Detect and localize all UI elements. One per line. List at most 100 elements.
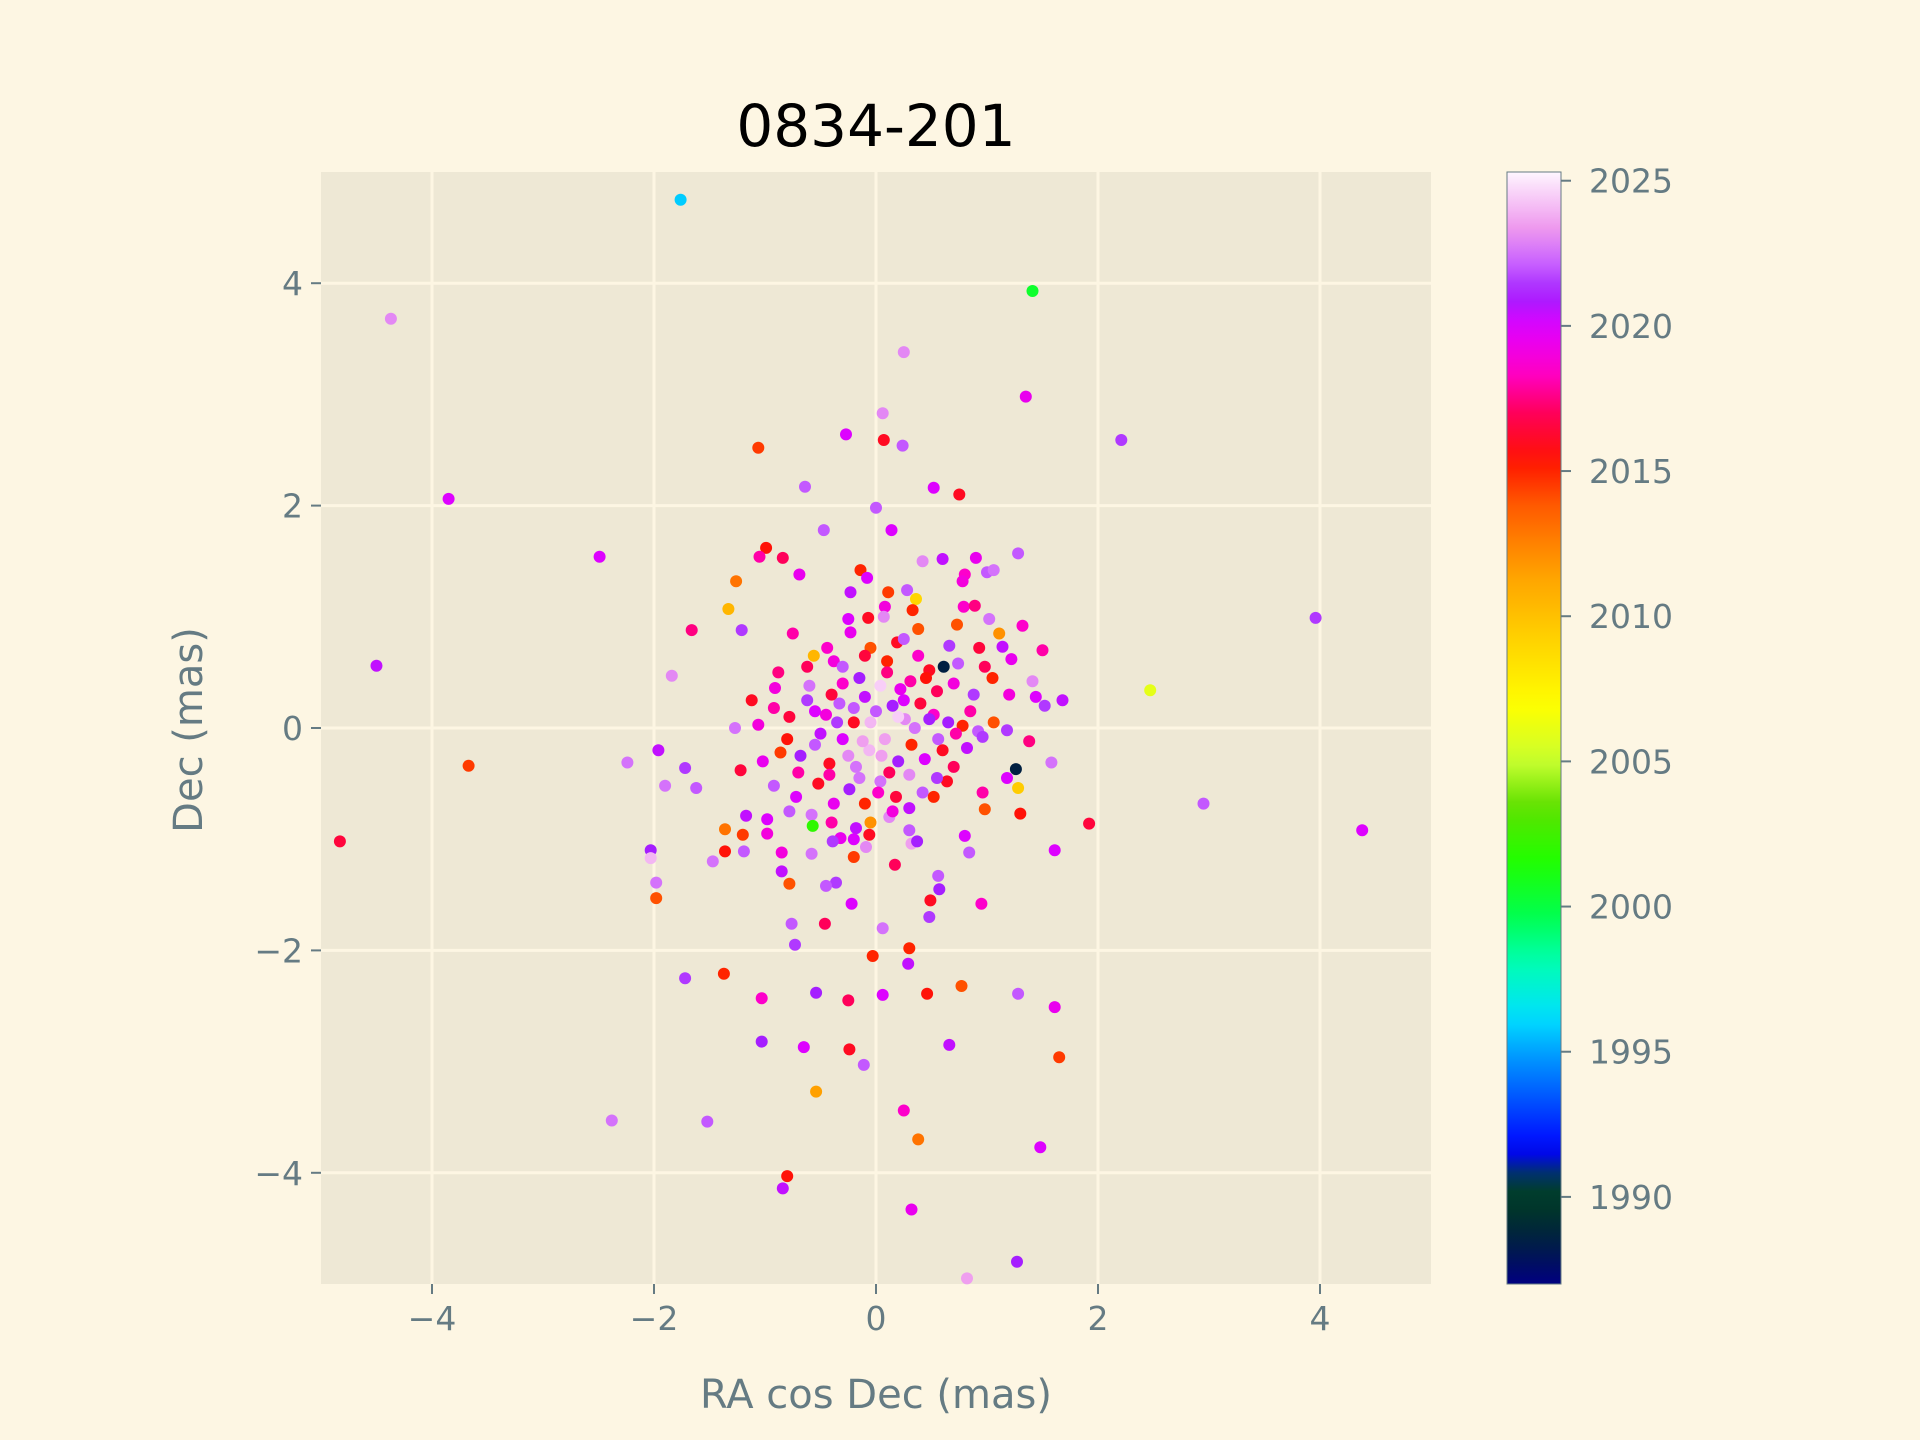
x-tick-label: 4 bbox=[1310, 1299, 1331, 1338]
data-point bbox=[874, 679, 887, 692]
data-point bbox=[1003, 688, 1016, 701]
data-point bbox=[850, 760, 862, 773]
data-point bbox=[843, 1043, 856, 1056]
data-point bbox=[927, 790, 940, 803]
data-point bbox=[847, 702, 860, 714]
data-point bbox=[897, 1104, 910, 1117]
data-point bbox=[785, 917, 798, 930]
data-point bbox=[952, 657, 965, 670]
x-axis: −4 −2 0 2 4 bbox=[408, 1284, 1331, 1338]
data-point bbox=[847, 833, 860, 846]
data-point bbox=[1048, 844, 1061, 857]
data-point bbox=[897, 694, 910, 707]
data-point bbox=[734, 764, 747, 777]
data-point bbox=[894, 683, 907, 696]
data-point bbox=[1026, 675, 1039, 688]
data-point bbox=[781, 733, 794, 746]
data-point bbox=[1001, 724, 1013, 737]
data-point bbox=[961, 742, 973, 754]
data-point bbox=[690, 782, 703, 794]
data-point bbox=[1011, 1255, 1023, 1268]
data-point bbox=[905, 1203, 918, 1216]
data-point bbox=[973, 641, 986, 654]
data-point bbox=[650, 876, 663, 889]
data-point bbox=[927, 481, 940, 494]
data-point bbox=[863, 828, 876, 841]
data-point bbox=[761, 813, 774, 826]
data-point bbox=[769, 682, 781, 694]
data-point bbox=[953, 488, 966, 501]
colorbar-tick-label: 1995 bbox=[1589, 1033, 1673, 1072]
data-point bbox=[659, 779, 672, 792]
data-point bbox=[993, 627, 1006, 640]
data-point bbox=[901, 584, 914, 597]
data-point bbox=[774, 746, 787, 759]
data-point bbox=[920, 672, 932, 684]
data-point bbox=[949, 727, 962, 740]
data-point bbox=[1026, 285, 1039, 297]
data-point bbox=[812, 777, 825, 790]
grid-lines bbox=[321, 172, 1431, 1284]
data-point bbox=[932, 869, 945, 882]
data-point bbox=[876, 922, 889, 935]
data-point bbox=[847, 851, 860, 863]
data-point bbox=[823, 768, 836, 781]
data-point bbox=[904, 675, 917, 688]
colorbar-gradient bbox=[1506, 171, 1562, 1285]
data-point bbox=[870, 705, 882, 718]
data-point bbox=[902, 957, 915, 970]
data-point bbox=[462, 759, 475, 772]
data-point bbox=[752, 441, 765, 454]
data-point bbox=[789, 938, 801, 951]
data-point bbox=[975, 897, 988, 910]
data-point bbox=[878, 733, 891, 746]
data-point bbox=[783, 877, 796, 890]
data-point bbox=[836, 660, 849, 673]
data-point bbox=[767, 779, 780, 792]
data-point bbox=[831, 716, 844, 729]
data-point bbox=[968, 599, 981, 612]
data-point bbox=[775, 846, 788, 859]
data-point bbox=[679, 972, 692, 985]
data-point bbox=[862, 611, 875, 624]
data-point bbox=[858, 797, 871, 810]
data-point bbox=[803, 679, 816, 692]
data-point bbox=[825, 816, 838, 829]
data-point bbox=[719, 823, 731, 836]
data-point bbox=[876, 407, 889, 420]
data-point bbox=[752, 718, 765, 731]
chart-title: 0834-201 bbox=[736, 92, 1015, 160]
data-point bbox=[905, 738, 918, 751]
data-point bbox=[781, 1170, 794, 1183]
data-point bbox=[809, 738, 821, 751]
data-point bbox=[955, 980, 968, 992]
data-point bbox=[685, 624, 698, 637]
data-point bbox=[936, 744, 949, 757]
data-point bbox=[817, 524, 830, 537]
data-point bbox=[897, 346, 910, 359]
data-point bbox=[1012, 782, 1025, 794]
data-point bbox=[947, 677, 960, 690]
data-point bbox=[806, 819, 819, 832]
data-point bbox=[912, 1133, 925, 1146]
data-point bbox=[863, 744, 876, 757]
data-point bbox=[847, 716, 860, 729]
data-point bbox=[1012, 547, 1025, 560]
data-point bbox=[903, 824, 916, 837]
data-point bbox=[976, 786, 989, 799]
x-tick-label: 2 bbox=[1088, 1299, 1109, 1338]
data-point bbox=[1045, 756, 1058, 769]
x-tick-label: −4 bbox=[408, 1299, 457, 1338]
data-point bbox=[809, 705, 821, 718]
data-point bbox=[650, 892, 663, 905]
data-point bbox=[892, 755, 905, 768]
data-point bbox=[921, 987, 934, 1000]
data-point bbox=[1001, 772, 1013, 784]
data-point bbox=[941, 775, 953, 788]
data-point bbox=[1005, 653, 1018, 666]
data-point bbox=[937, 660, 950, 673]
data-point bbox=[1034, 1141, 1047, 1154]
data-point bbox=[810, 1085, 823, 1098]
data-point bbox=[807, 649, 820, 662]
colorbar-tick-label: 2025 bbox=[1589, 162, 1673, 201]
